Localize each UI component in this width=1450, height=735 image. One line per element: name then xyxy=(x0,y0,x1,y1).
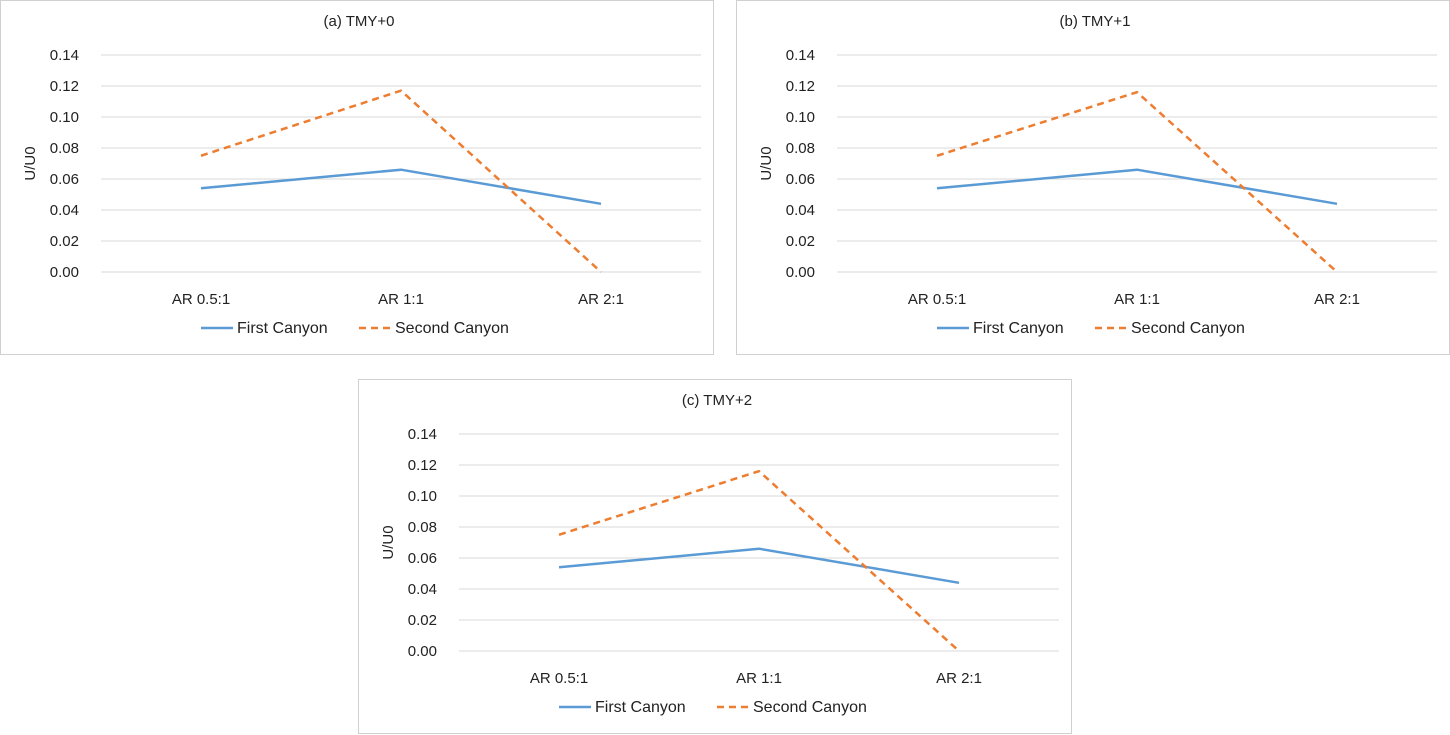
x-tick-label: AR 1:1 xyxy=(736,670,782,687)
y-tick-label: 0.14 xyxy=(50,47,79,64)
legend-label: First Canyon xyxy=(973,320,1064,337)
legend-label: Second Canyon xyxy=(753,699,867,716)
y-tick-label: 0.06 xyxy=(50,171,79,188)
series-line-first-canyon xyxy=(559,549,959,583)
chart-title: (a) TMY+0 xyxy=(324,13,395,30)
y-tick-label: 0.08 xyxy=(50,140,79,157)
series-line-first-canyon xyxy=(201,170,601,204)
x-tick-label: AR 1:1 xyxy=(1114,291,1160,308)
chart-svg-a: (a) TMY+0 0.00 0.02 0.04 0.06 0.08 0.10 0.12 0.1… xyxy=(1,1,715,356)
legend-label: Second Canyon xyxy=(395,320,509,337)
series-line-first-canyon xyxy=(937,170,1337,204)
legend-label: Second Canyon xyxy=(1131,320,1245,337)
y-tick-label: 0.14 xyxy=(786,47,815,64)
series-line-second-canyon xyxy=(201,91,601,272)
y-tick-label: 0.14 xyxy=(408,426,437,443)
y-tick-label: 0.12 xyxy=(50,78,79,95)
y-tick-label: 0.10 xyxy=(786,109,815,126)
chart-svg-c: (c) TMY+2 0.00 0.02 0.04 0.06 0.08 0.10 0.12 0.1… xyxy=(359,380,1073,735)
y-tick-label: 0.06 xyxy=(786,171,815,188)
x-tick-label: AR 2:1 xyxy=(578,291,624,308)
y-tick-label: 0.02 xyxy=(408,612,437,629)
y-tick-label: 0.06 xyxy=(408,550,437,567)
y-tick-label: 0.00 xyxy=(786,264,815,281)
y-axis-label: U/U0 xyxy=(22,146,39,180)
x-tick-label: AR 1:1 xyxy=(378,291,424,308)
chart-title: (b) TMY+1 xyxy=(1060,13,1131,30)
y-tick-label: 0.04 xyxy=(786,202,815,219)
y-tick-label: 0.08 xyxy=(408,519,437,536)
chart-panel-b: (b) TMY+1 0.00 0.02 0.04 0.06 0.08 0.10 0.12 0.1… xyxy=(736,0,1450,355)
y-tick-label: 0.02 xyxy=(786,233,815,250)
y-tick-label: 0.00 xyxy=(408,643,437,660)
x-tick-label: AR 2:1 xyxy=(1314,291,1360,308)
legend-label: First Canyon xyxy=(237,320,328,337)
y-tick-label: 0.04 xyxy=(50,202,79,219)
legend-label: First Canyon xyxy=(595,699,686,716)
chart-panel-c: (c) TMY+2 0.00 0.02 0.04 0.06 0.08 0.10 0.12 0.1… xyxy=(358,379,1072,734)
x-tick-label: AR 2:1 xyxy=(936,670,982,687)
chart-panel-a: (a) TMY+0 0.00 0.02 0.04 0.06 0.08 0.10 0.12 0.1… xyxy=(0,0,714,355)
y-tick-label: 0.02 xyxy=(50,233,79,250)
y-axis-label: U/U0 xyxy=(380,525,397,559)
y-tick-label: 0.00 xyxy=(50,264,79,281)
y-tick-label: 0.10 xyxy=(408,488,437,505)
y-tick-label: 0.04 xyxy=(408,581,437,598)
y-tick-label: 0.12 xyxy=(786,78,815,95)
chart-svg-b: (b) TMY+1 0.00 0.02 0.04 0.06 0.08 0.10 0.12 0.1… xyxy=(737,1,1450,356)
y-axis-label: U/U0 xyxy=(758,146,775,180)
y-tick-label: 0.10 xyxy=(50,109,79,126)
y-tick-label: 0.12 xyxy=(408,457,437,474)
x-tick-label: AR 0.5:1 xyxy=(172,291,230,308)
x-tick-label: AR 0.5:1 xyxy=(908,291,966,308)
chart-title: (c) TMY+2 xyxy=(682,392,752,409)
x-tick-label: AR 0.5:1 xyxy=(530,670,588,687)
y-tick-label: 0.08 xyxy=(786,140,815,157)
